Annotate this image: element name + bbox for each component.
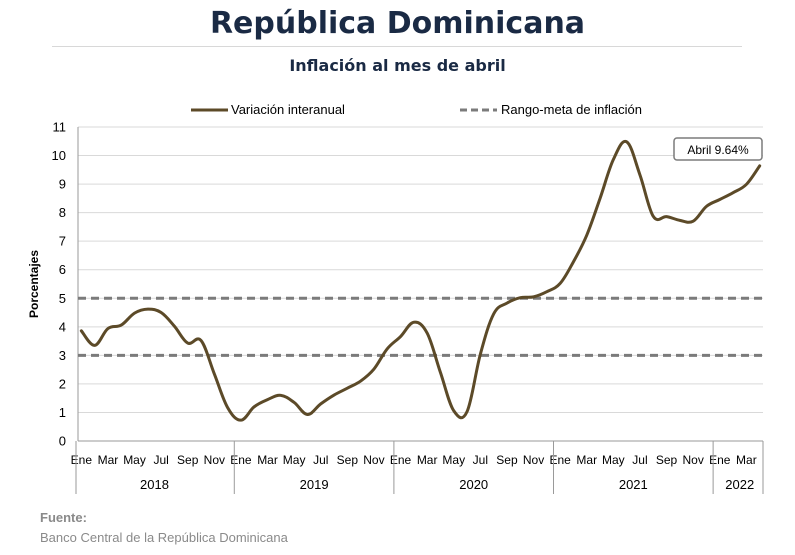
x-tick-label: May: [442, 453, 465, 467]
x-tick-label: Jul: [313, 453, 328, 467]
y-axis-label: Porcentajes: [27, 250, 41, 318]
x-tick-label: Mar: [417, 453, 438, 467]
x-tick-label: Ene: [390, 453, 412, 467]
x-tick-label: Mar: [736, 453, 757, 467]
year-label: 2022: [725, 477, 754, 492]
y-axis-ticks: 0 1 2 3 4 5 6 7 8 9 10 11: [52, 120, 66, 449]
x-tick-label: Jul: [632, 453, 647, 467]
x-tick-label: Nov: [523, 453, 544, 467]
source-label: Fuente:: [40, 510, 87, 525]
source-text: Banco Central de la República Dominicana: [40, 530, 288, 545]
y-tick-label: 11: [53, 120, 67, 135]
x-tick-label: Ene: [71, 453, 93, 467]
x-tick-label: Mar: [576, 453, 597, 467]
y-tick-label: 5: [59, 291, 66, 306]
y-tick-label: 10: [52, 148, 66, 163]
x-tick-label: Sep: [496, 453, 518, 467]
y-tick-label: 0: [59, 434, 66, 449]
x-tick-label: Jul: [153, 453, 168, 467]
x-tick-label: Mar: [257, 453, 278, 467]
year-label: 2021: [619, 477, 648, 492]
x-axis: Ene Mar May Jul Sep Nov Ene Mar May Jul Sep Nov Ene M…: [71, 441, 764, 494]
x-tick-label: Mar: [98, 453, 119, 467]
x-tick-label: Sep: [656, 453, 678, 467]
y-tick-label: 7: [59, 234, 66, 249]
annotation-text: Abril 9.64%: [687, 143, 749, 157]
legend-label-target: Rango-meta de inflación: [501, 102, 642, 117]
year-label: 2018: [140, 477, 169, 492]
target-band: [78, 296, 763, 357]
x-tick-label: Sep: [177, 453, 199, 467]
x-tick-label: Ene: [709, 453, 731, 467]
annotation-box: [673, 137, 763, 161]
legend: Variación interanual Rango-meta de inflac…: [191, 102, 642, 117]
y-tick-label: 6: [59, 262, 66, 277]
y-tick-label: 4: [59, 319, 66, 334]
y-tick-label: 1: [59, 405, 66, 420]
x-tick-label: Nov: [204, 453, 225, 467]
year-label: 2019: [300, 477, 329, 492]
x-tick-label: Nov: [682, 453, 703, 467]
chart-subtitle: Inflación al mes de abril: [289, 56, 506, 75]
y-tick-label: 9: [59, 177, 66, 192]
y-tick-label: 3: [59, 348, 66, 363]
x-tick-label: Jul: [473, 453, 488, 467]
x-tick-label: Ene: [230, 453, 252, 467]
year-label: 2020: [459, 477, 488, 492]
x-tick-label: May: [283, 453, 306, 467]
series-line-variacion-interanual: [79, 139, 762, 422]
gridlines: [77, 126, 763, 442]
x-tick-label: May: [602, 453, 625, 467]
annotation-callout: Abril 9.64%: [673, 137, 763, 161]
x-tick-label: Sep: [337, 453, 359, 467]
x-tick-label: Nov: [363, 453, 384, 467]
chart-title: República Dominicana: [209, 6, 586, 41]
x-tick-label: May: [123, 453, 146, 467]
x-tick-label: Ene: [549, 453, 571, 467]
y-tick-label: 8: [59, 205, 66, 220]
y-tick-label: 2: [59, 376, 66, 391]
title-divider: [52, 46, 742, 47]
legend-label-series: Variación interanual: [231, 102, 345, 117]
